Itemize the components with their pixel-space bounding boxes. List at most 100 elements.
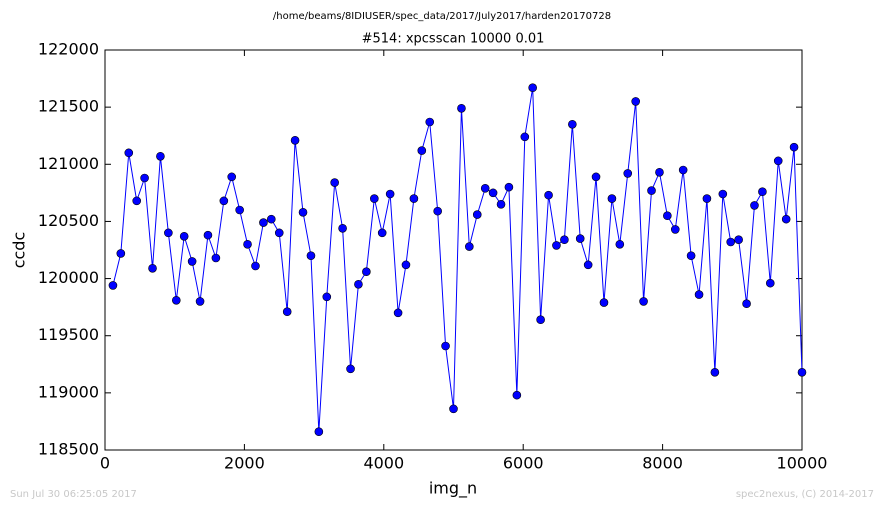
data-point bbox=[274, 228, 284, 238]
data-point bbox=[211, 253, 221, 263]
data-point bbox=[670, 225, 680, 234]
suptitle: /home/beams/8IDIUSER/spec_data/2017/July… bbox=[273, 11, 611, 22]
y-tick-label: 120500 bbox=[38, 211, 99, 230]
data-point bbox=[140, 173, 149, 183]
data-point bbox=[148, 263, 157, 273]
x-tick-label: 6000 bbox=[503, 454, 544, 473]
data-point bbox=[496, 199, 506, 209]
data-point bbox=[512, 390, 522, 400]
data-point bbox=[132, 196, 142, 206]
data-point bbox=[718, 189, 728, 199]
footer-left: Sun Jul 30 06:25:05 2017 bbox=[10, 489, 137, 500]
data-point bbox=[607, 194, 617, 203]
data-point bbox=[449, 404, 458, 414]
data-point bbox=[465, 242, 474, 251]
data-point bbox=[560, 235, 569, 245]
data-point bbox=[702, 194, 712, 203]
data-point bbox=[742, 299, 751, 309]
data-point bbox=[568, 119, 577, 129]
footer-right: spec2nexus, (C) 2014-2017 bbox=[736, 489, 874, 500]
data-point bbox=[797, 367, 807, 377]
data-point bbox=[710, 367, 720, 377]
data-point bbox=[615, 239, 625, 249]
data-point bbox=[298, 207, 308, 217]
data-point bbox=[401, 260, 411, 270]
data-point bbox=[750, 201, 759, 210]
data-point bbox=[647, 186, 656, 195]
data-point bbox=[631, 97, 640, 106]
data-point bbox=[330, 178, 339, 187]
y-tick-label: 119500 bbox=[38, 325, 99, 344]
data-point bbox=[322, 292, 332, 302]
data-point bbox=[164, 228, 173, 238]
data-point bbox=[726, 237, 735, 247]
data-point bbox=[108, 281, 118, 290]
data-point bbox=[417, 146, 427, 155]
x-tick-label: 2000 bbox=[224, 454, 265, 473]
data-point bbox=[488, 188, 498, 198]
y-tick-label: 118500 bbox=[38, 440, 99, 459]
data-point bbox=[187, 257, 197, 266]
x-axis-label: img_n bbox=[429, 479, 477, 499]
data-point bbox=[362, 267, 371, 277]
data-point bbox=[575, 234, 585, 243]
data-point bbox=[282, 307, 292, 317]
data-point bbox=[409, 194, 419, 203]
data-line bbox=[112, 87, 803, 432]
data-point bbox=[765, 278, 775, 288]
data-point bbox=[179, 231, 189, 241]
data-point bbox=[441, 341, 450, 351]
data-point bbox=[694, 290, 704, 299]
x-tick-label: 10000 bbox=[777, 454, 828, 473]
data-point bbox=[259, 218, 268, 227]
x-tick-label: 4000 bbox=[363, 454, 404, 473]
data-point bbox=[655, 167, 664, 177]
data-point bbox=[536, 315, 545, 325]
data-point bbox=[393, 308, 403, 318]
data-point bbox=[678, 165, 688, 175]
data-point bbox=[457, 103, 466, 113]
plot-frame bbox=[104, 49, 803, 451]
data-point bbox=[385, 189, 395, 199]
data-point bbox=[734, 235, 743, 245]
data-point bbox=[591, 172, 601, 182]
data-point bbox=[354, 279, 363, 289]
data-point bbox=[686, 251, 696, 261]
data-point bbox=[306, 251, 316, 261]
data-point bbox=[116, 249, 126, 258]
y-tick-label: 122000 bbox=[38, 40, 99, 59]
data-point bbox=[251, 261, 260, 271]
data-point bbox=[235, 205, 244, 215]
data-point bbox=[338, 223, 347, 233]
data-point bbox=[480, 183, 490, 193]
data-point bbox=[552, 241, 561, 250]
x-tick-label: 0 bbox=[100, 454, 110, 473]
x-tick-label: 8000 bbox=[642, 454, 683, 473]
data-point bbox=[314, 427, 324, 437]
data-point bbox=[346, 364, 355, 374]
y-tick-label: 119000 bbox=[38, 382, 99, 401]
data-point bbox=[377, 228, 387, 238]
data-point bbox=[472, 210, 482, 219]
data-point bbox=[520, 132, 530, 142]
data-point bbox=[781, 214, 791, 224]
y-axis-label: ccdc bbox=[10, 232, 29, 269]
data-point bbox=[544, 190, 553, 200]
data-point bbox=[425, 117, 435, 127]
data-point bbox=[773, 156, 783, 166]
data-point bbox=[227, 172, 237, 182]
data-point bbox=[156, 151, 165, 161]
data-point bbox=[203, 230, 213, 240]
data-point bbox=[172, 295, 181, 305]
y-tick-label: 120000 bbox=[38, 268, 99, 287]
data-point bbox=[599, 298, 609, 307]
data-point bbox=[623, 169, 633, 178]
data-point bbox=[758, 187, 767, 197]
data-point bbox=[663, 211, 672, 221]
data-point bbox=[267, 214, 276, 224]
data-point bbox=[243, 239, 252, 249]
y-tick-label: 121500 bbox=[38, 97, 99, 116]
chart-title: #514: xpcsscan 10000 0.01 bbox=[362, 32, 545, 47]
